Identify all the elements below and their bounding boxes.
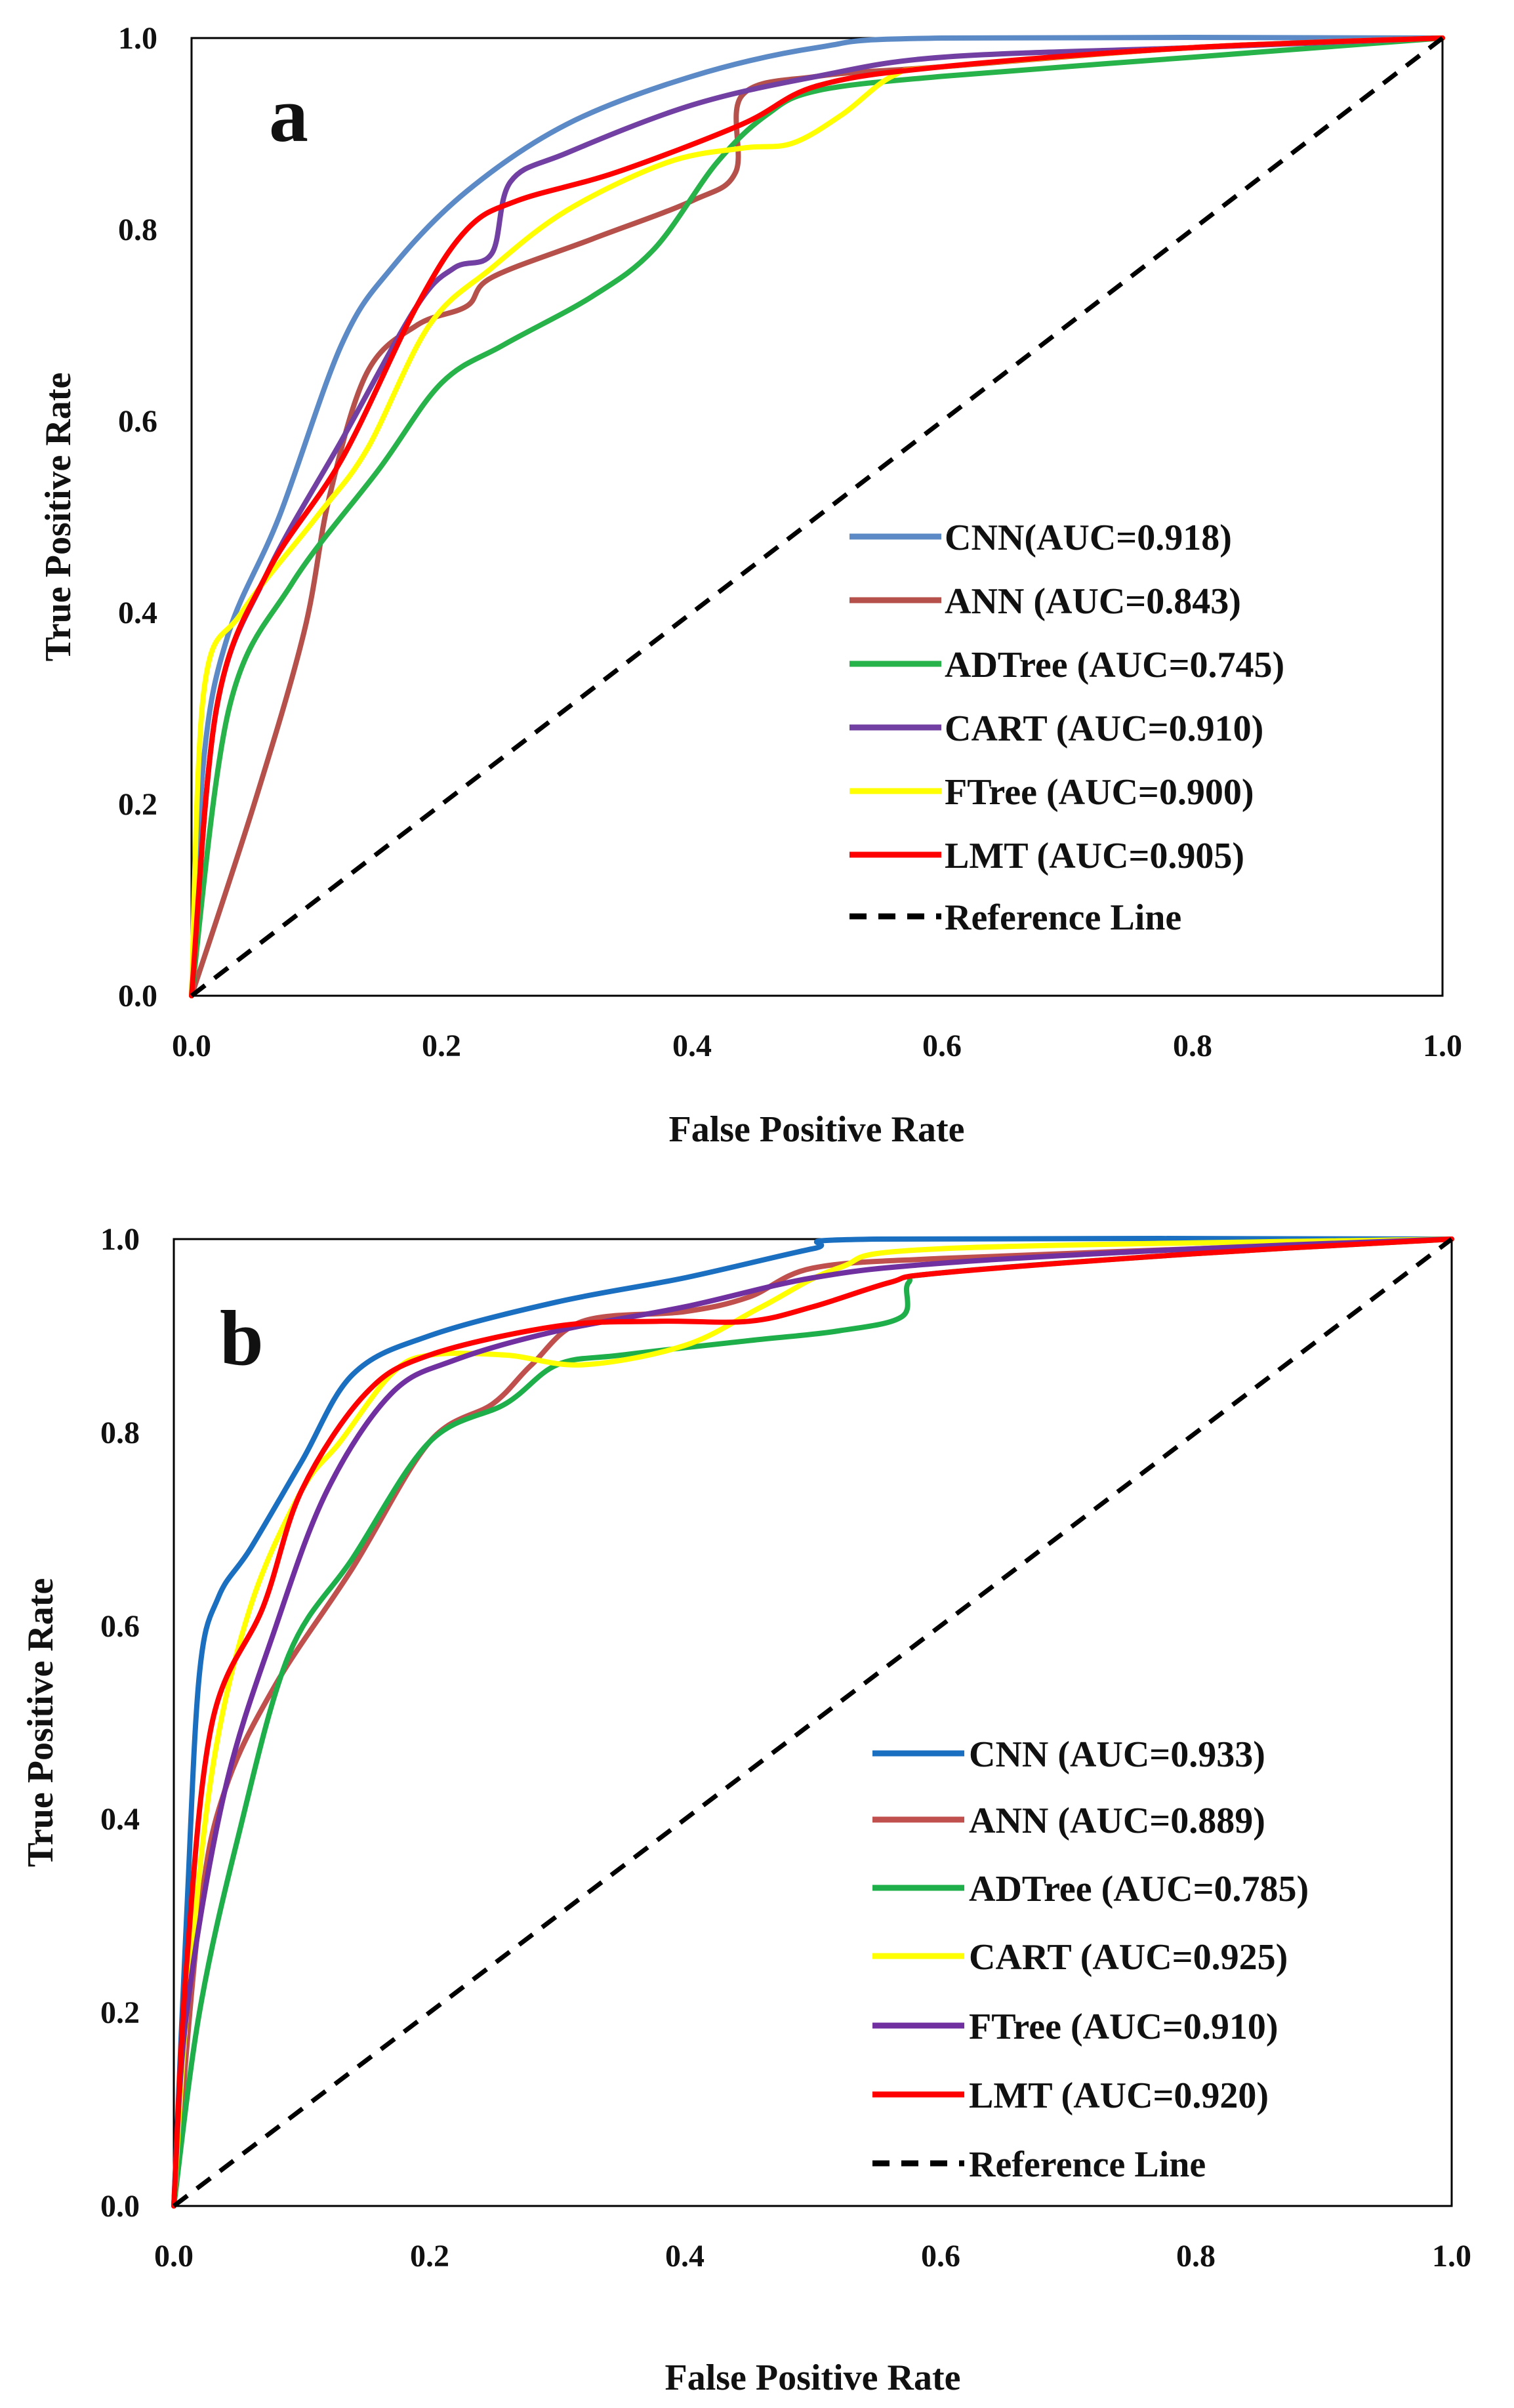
reference-line <box>172 1237 1454 2208</box>
x-tick-labels: 0.0 0.2 0.4 0.6 0.8 1.0 <box>154 2239 1471 2274</box>
legend: CNN(AUC=0.918) ANN (AUC=0.843) ADTree (A… <box>849 518 1284 938</box>
y-axis-title: True Positive Rate <box>38 373 79 662</box>
x-tick-label: 1.0 <box>1432 2239 1471 2274</box>
roc-curve-adtree <box>189 35 1445 998</box>
y-tick-label: 0.2 <box>118 787 157 822</box>
x-axis-title: False Positive Rate <box>669 1109 965 1150</box>
y-tick-label: 0.0 <box>118 979 157 1013</box>
y-tick-label: 0.0 <box>100 2189 140 2224</box>
legend-label: ANN (AUC=0.889) <box>969 1801 1265 1841</box>
curves-group <box>189 34 1445 998</box>
legend: CNN (AUC=0.933) ANN (AUC=0.889) ADTree (… <box>872 1734 1309 2185</box>
curves-group <box>171 1235 1454 2209</box>
roc-curve-lmt <box>171 1236 1454 2209</box>
x-tick-label: 0.2 <box>410 2239 449 2274</box>
x-tick-label: 0.8 <box>1176 2239 1216 2274</box>
x-tick-label: 0.6 <box>922 1029 962 1063</box>
legend-label: Reference Line <box>945 897 1181 938</box>
roc-curve-cnn <box>189 34 1445 998</box>
x-tick-label: 0.0 <box>154 2239 194 2274</box>
legend-label: Reference Line <box>969 2144 1206 2185</box>
y-tick-label: 1.0 <box>118 21 157 56</box>
y-tick-label: 0.4 <box>100 1802 140 1837</box>
legend-label: CART (AUC=0.910) <box>945 708 1263 749</box>
legend-label: LMT (AUC=0.905) <box>945 836 1244 876</box>
plot-area-frame <box>190 37 1444 997</box>
y-tick-label: 0.8 <box>100 1416 140 1450</box>
legend-label: FTree (AUC=0.910) <box>969 2007 1279 2047</box>
x-tick-labels: 0.0 0.2 0.4 0.6 0.8 1.0 <box>172 1029 1462 1063</box>
y-tick-label: 1.0 <box>100 1222 140 1257</box>
legend-label: CNN(AUC=0.918) <box>945 518 1232 558</box>
legend-label: ADTree (AUC=0.745) <box>945 645 1284 685</box>
x-tick-label: 0.8 <box>1173 1029 1212 1063</box>
y-tick-labels: 0.0 0.2 0.4 0.6 0.8 1.0 <box>118 21 157 1013</box>
y-tick-label: 0.4 <box>118 596 157 630</box>
roc-curve-cnn <box>171 1235 1454 2209</box>
y-tick-label: 0.2 <box>100 1995 140 2030</box>
y-tick-label: 0.6 <box>100 1609 140 1644</box>
x-tick-label: 0.0 <box>172 1029 211 1063</box>
x-tick-label: 1.0 <box>1423 1029 1462 1063</box>
plot-area-frame <box>173 1238 1453 2207</box>
x-axis-title: False Positive Rate <box>665 2357 961 2398</box>
roc-curve-lmt <box>189 35 1445 998</box>
x-tick-label: 0.4 <box>665 2239 705 2274</box>
x-tick-label: 0.2 <box>422 1029 461 1063</box>
x-tick-label: 0.4 <box>672 1029 712 1063</box>
y-tick-labels: 0.0 0.2 0.4 0.6 0.8 1.0 <box>100 1222 140 2224</box>
y-tick-label: 0.8 <box>118 213 157 247</box>
roc-curve-ftree <box>171 1236 1454 2209</box>
legend-label: FTree (AUC=0.900) <box>945 772 1254 813</box>
legend-label: ADTree (AUC=0.785) <box>969 1869 1309 1909</box>
reference-line <box>190 36 1444 998</box>
legend-label: LMT (AUC=0.920) <box>969 2075 1269 2116</box>
y-axis-title: True Positive Rate <box>20 1578 61 1867</box>
legend-label: CART (AUC=0.925) <box>969 1937 1288 1978</box>
legend-label: ANN (AUC=0.843) <box>945 581 1241 622</box>
legend-label: CNN (AUC=0.933) <box>969 1734 1265 1775</box>
x-tick-label: 0.6 <box>921 2239 960 2274</box>
panel-b: 0.0 0.2 0.4 0.6 0.8 1.0 0.0 0.2 0.4 0.6 … <box>20 1222 1471 2398</box>
panel-a: 0.0 0.2 0.4 0.6 0.8 1.0 0.0 0.2 0.4 0.6 … <box>38 21 1462 1150</box>
panel-label: b <box>220 1294 264 1381</box>
y-tick-label: 0.6 <box>118 404 157 439</box>
panel-label: a <box>269 71 308 158</box>
